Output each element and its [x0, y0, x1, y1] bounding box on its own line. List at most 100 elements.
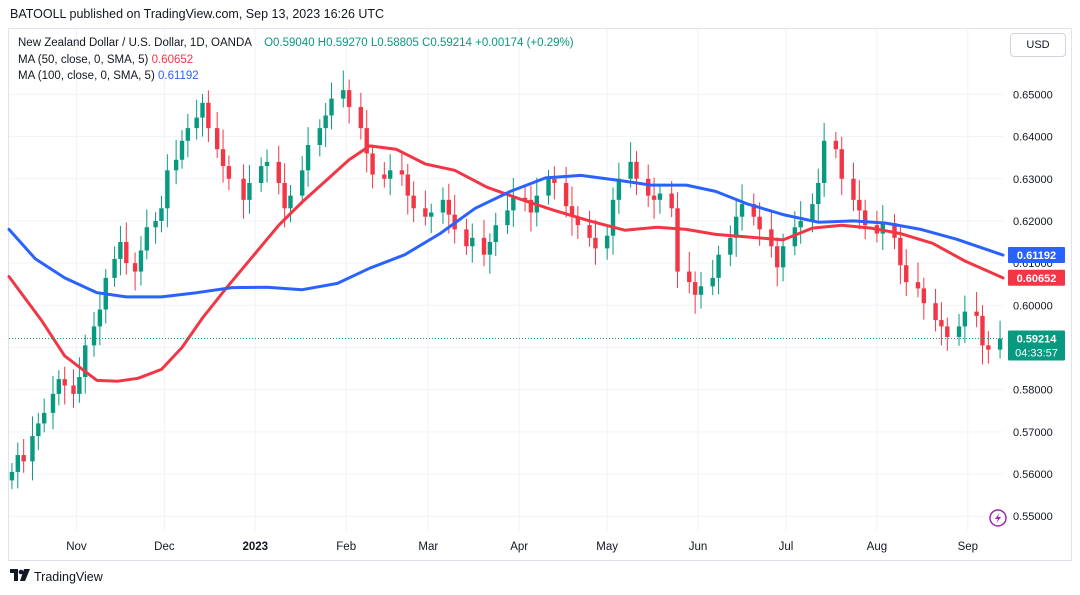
ma50-legend-row[interactable]: MA (50, close, 0, SMA, 5) 0.60652 [18, 52, 574, 69]
candle-body [593, 237, 598, 249]
y-tick-label: 0.62000 [1013, 216, 1053, 228]
tradingview-brand: TradingView [34, 569, 103, 584]
candle-body [220, 149, 226, 167]
ma50-price-badge: 0.60652 [1008, 269, 1065, 286]
candle-body [317, 128, 323, 146]
candle-body [986, 345, 991, 350]
candle-body [91, 326, 97, 346]
candle-body [915, 282, 921, 289]
publish-header: BATOOLL published on TradingView.com, Se… [10, 7, 385, 21]
x-tick-label: Dec [154, 541, 175, 553]
candle-body [904, 265, 909, 283]
candle-body [276, 161, 281, 183]
candle-body [9, 471, 15, 481]
candle-body [62, 379, 67, 386]
candle-body [464, 229, 469, 247]
candle-body [264, 161, 270, 167]
candle-body [370, 153, 375, 175]
candle-body [329, 98, 334, 116]
candle-body [241, 178, 246, 200]
candles [9, 70, 1003, 490]
candle-body [728, 237, 733, 255]
candle-body [124, 242, 129, 264]
candle-body [880, 223, 885, 234]
candle-body [821, 140, 827, 183]
candle-body [77, 377, 82, 394]
x-tick-label: 2023 [243, 541, 269, 553]
candle-body [634, 161, 639, 179]
candle-body [511, 197, 516, 211]
candle-body [446, 199, 452, 215]
tradingview-logo-icon [10, 569, 30, 584]
candle-body [669, 193, 674, 209]
candle-body [179, 140, 185, 160]
x-tick-label: Aug [867, 541, 887, 553]
candle-body [341, 90, 346, 99]
candle-body [628, 161, 633, 179]
ma100-legend-row[interactable]: MA (100, close, 0, SMA, 5) 0.61192 [18, 68, 574, 85]
candle-body [675, 208, 680, 272]
candle-body [528, 199, 534, 213]
close-value: C0.59214 [422, 37, 472, 49]
candle-body [487, 242, 493, 255]
candle-body [687, 271, 692, 283]
low-value: L0.58805 [370, 37, 419, 49]
candle-body [980, 315, 985, 346]
candle-body [153, 220, 158, 228]
candle-body [185, 128, 191, 141]
candle-body [780, 246, 786, 268]
price-badges: 0.61192 0.60652 0.59214 04:33:57 [1008, 247, 1065, 361]
open-value: O0.59040 [264, 37, 315, 49]
candle-body [839, 149, 844, 179]
candle-body [305, 145, 311, 171]
y-tick-label: 0.64000 [1013, 132, 1053, 144]
ma50-value: 0.60652 [151, 53, 194, 66]
y-tick-label: 0.57000 [1013, 427, 1053, 439]
candle-body [505, 210, 510, 226]
candle-body [939, 320, 944, 327]
ma100-value: 0.61192 [157, 70, 199, 82]
candle-body [816, 182, 821, 205]
candle-body [358, 107, 364, 129]
candle-body [200, 102, 205, 118]
candle-body [716, 254, 721, 278]
last-price-badge-countdown: 04:33:57 [1015, 347, 1058, 359]
candle-body [587, 225, 592, 238]
candle-body [522, 197, 528, 200]
x-tick-label: May [596, 541, 618, 553]
candle-body [405, 174, 410, 196]
candle-body [300, 170, 305, 196]
lightning-icon[interactable] [989, 509, 1007, 527]
moving-averages [7, 144, 1005, 383]
candle-body [798, 220, 803, 228]
candle-body [481, 237, 487, 255]
candle-body [757, 216, 762, 230]
candle-body [346, 90, 352, 108]
symbol-title[interactable]: New Zealand Dollar / U.S. Dollar, 1D, OA… [18, 37, 252, 49]
candle-body [775, 246, 780, 268]
candle-body [323, 115, 328, 129]
candle-body [933, 303, 938, 321]
candle-body [857, 199, 862, 211]
currency-button[interactable]: USD [1010, 33, 1066, 57]
chart-legend: New Zealand Dollar / U.S. Dollar, 1D, OA… [18, 35, 574, 85]
x-tick-label: Feb [336, 541, 356, 553]
y-tick-label: 0.55000 [1013, 511, 1053, 523]
ma50-label: MA (50, close, 0, SMA, 5) [18, 53, 149, 66]
change-value: +0.00174 (+0.29%) [475, 37, 574, 49]
ma100-line [7, 173, 1005, 299]
candle-body [945, 326, 950, 337]
candle-body [83, 345, 88, 378]
footer-brand[interactable]: TradingView [10, 569, 103, 584]
candle-body [423, 208, 428, 217]
candle-body [50, 393, 56, 413]
candle-body [698, 286, 704, 295]
ma100-price-badge-bg [1008, 247, 1065, 264]
y-tick-label: 0.65000 [1013, 89, 1053, 101]
ma50-line [7, 144, 1005, 383]
candle-body [30, 436, 35, 462]
candle-body [226, 166, 232, 179]
candle-body [56, 379, 62, 394]
y-axis: 0.550000.560000.570000.580000.590000.600… [1013, 89, 1053, 523]
